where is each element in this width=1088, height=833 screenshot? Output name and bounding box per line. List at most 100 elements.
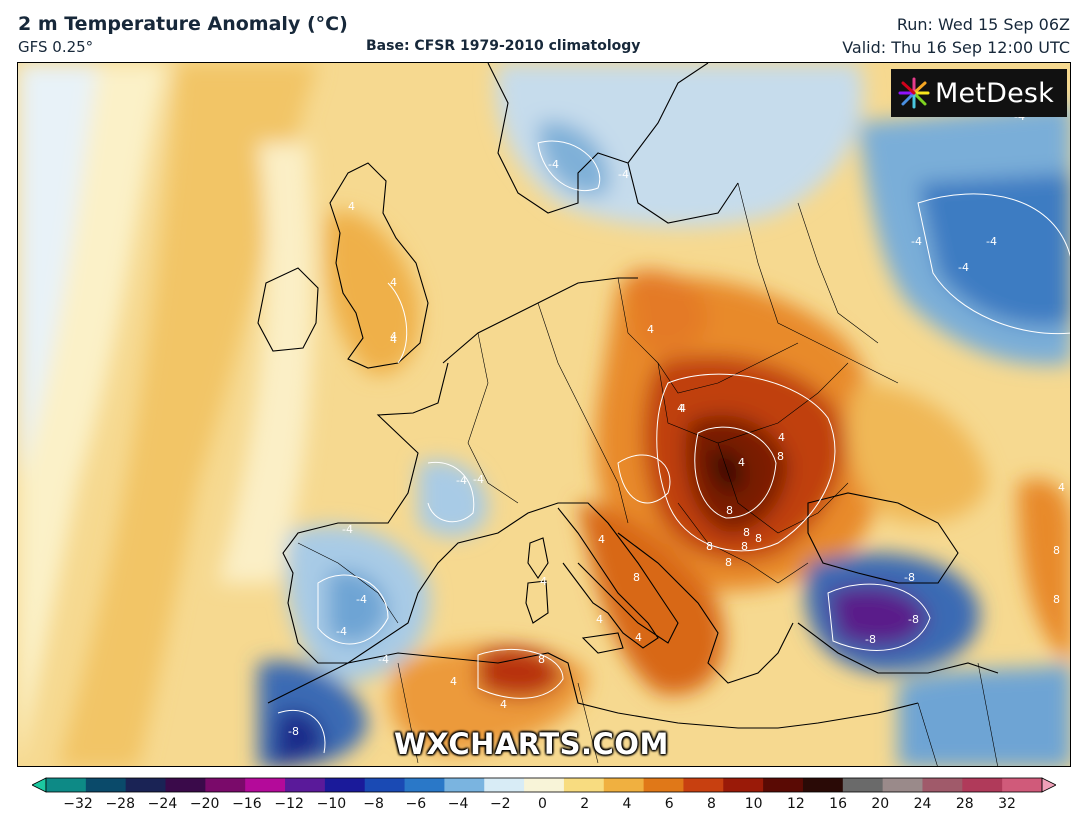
balkans-coast [617,532,794,684]
contour-label: 4 [450,675,457,688]
colorbar-tick-label: 0 [538,796,547,812]
colorbar-tick-label: 16 [829,796,847,812]
contour-label: 4 [390,330,397,343]
contour-label: 8 [633,571,640,584]
colorbar-tick-label: 24 [913,796,932,812]
contour-label: 8 [755,532,762,545]
colorbar-tick-label: −2 [489,796,511,812]
colorbar-segment [1002,778,1043,792]
colorbar-tick-label: −8 [363,796,384,812]
contour-label: 8 [538,653,545,666]
western-europe-coast [282,362,679,664]
contour-label: -4 [456,474,467,487]
contour-label: 4 [647,323,654,336]
colorbar-segment [563,778,605,792]
contour-label: 4 [778,431,785,444]
italy-coast [557,507,659,649]
colorbar-segment [723,778,764,792]
colorbar-segment [165,778,206,792]
colorbar-segment [364,778,406,792]
contour-label: 4 [635,631,642,644]
north-sea-coast [442,277,638,364]
colorbar-segment [444,778,485,792]
colorbar-min-arrow [32,777,47,793]
colorbar-segment [922,778,963,792]
colorbar-tick-label: −28 [105,796,135,812]
colorbar-tick-label: 8 [706,796,716,812]
colorbar-segment [125,778,167,792]
model-label: GFS 0.25° [18,38,94,56]
colorbar-tick-label: −32 [63,796,93,812]
contour-label: 4 [500,698,507,711]
colorbar-segment [802,778,844,792]
contour-label: -4 [342,523,353,536]
contour-label: 4 [677,402,684,415]
scandinavia-coast [487,63,709,214]
contour-label: -4 [378,653,389,666]
colorbar-segment [245,778,286,792]
contour-label: 4 [596,613,603,626]
colorbar-segment [882,778,923,792]
colorbar-tick-label: 2 [580,796,590,812]
climatology-base-label: Base: CFSR 1979-2010 climatology [366,38,641,54]
colorbar-tick-label: −4 [447,796,469,812]
colorbar-tick-label: −16 [232,796,262,812]
colorbar-segment [205,778,246,792]
contour-labels: -4-4-4-4-4-4-4-4-4-4-4-44444444444444444… [288,110,1065,738]
colorbar-segment [643,778,684,792]
chart-title: 2 m Temperature Anomaly (°C) [18,13,348,35]
contour-label: 4 [1058,481,1065,494]
corsica-coast [527,537,549,579]
contour-label: 4 [540,575,547,588]
colorbar-max-arrow [1041,777,1056,793]
map-canvas: -4-4-4-4-4-4-4-4-4-4-4-44444444444444444… [18,63,1070,766]
contour-label: -4 [473,473,484,486]
contour-label: 4 [348,200,355,213]
colorbar-tick-label: 32 [998,796,1016,812]
contour-label: 8 [706,540,713,553]
colorbar-tick-label: −12 [274,796,304,812]
colorbar-segment [85,778,127,792]
contour-label: -4 [336,625,347,638]
contour-label: 8 [1053,544,1060,557]
contour-label: 8 [777,450,784,463]
contour-label: 8 [743,526,750,539]
turkey-south-coast [797,622,999,674]
coastlines [257,63,999,729]
contour-label: -4 [986,235,997,248]
contour-label: -8 [908,613,919,626]
colorbar-tick-label: −24 [147,796,178,812]
country-borders [297,182,998,766]
contour-label: -4 [958,261,969,274]
contour-label: 4 [390,276,397,289]
contour-label: -8 [865,633,876,646]
colorbar-tick-label: 4 [622,796,632,812]
anomaly-field [18,63,1070,766]
sicily-coast [581,632,624,654]
contour-label: 4 [679,402,686,415]
anomaly-map: -4-4-4-4-4-4-4-4-4-4-4-44444444444444444… [17,62,1071,767]
contour-label: -4 [548,158,559,171]
metdesk-burst-icon [898,77,930,109]
colorbar-segment [763,778,804,792]
contour-label: 4 [390,333,397,346]
contour-label: 8 [726,504,733,517]
contour-label: -8 [288,725,299,738]
contour-label: 8 [741,540,748,553]
colorbar-segment [962,778,1003,792]
colorbar-segment [524,778,565,792]
run-time-label: Run: Wed 15 Sep 06Z [896,15,1070,34]
metdesk-logo-text: MetDesk [935,77,1054,109]
colorbar-segment [285,778,326,792]
anomaly-contours [277,140,1070,754]
metdesk-logo: MetDesk [891,69,1067,117]
wxcharts-watermark: WXCHARTS.COM [394,727,669,761]
contour-label: 4 [738,456,745,469]
black-sea-coast [807,492,959,584]
colorbar-tick-label: −10 [316,796,347,812]
colorbar-segment [603,778,645,792]
colorbar-segment [404,778,445,792]
colorbar-tick-label: 10 [744,796,763,812]
colorbar-segment [484,778,525,792]
colorbar-tick-label: −20 [189,796,220,812]
